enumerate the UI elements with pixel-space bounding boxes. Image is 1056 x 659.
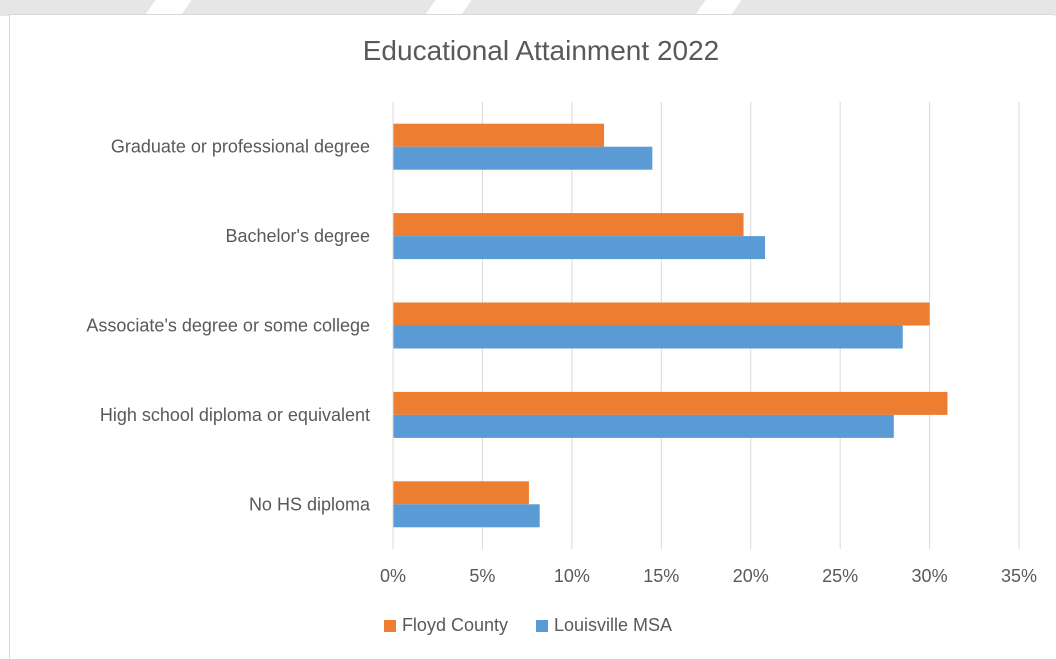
- bar: [393, 414, 894, 438]
- legend: Floyd County Louisville MSA: [0, 615, 1056, 636]
- x-tick-label: 25%: [822, 566, 858, 586]
- x-tick-label: 10%: [554, 566, 590, 586]
- bar: [393, 504, 540, 528]
- bar: [393, 146, 653, 170]
- bar: [393, 481, 529, 505]
- x-tick-label: 0%: [380, 566, 406, 586]
- x-tick-label: 15%: [643, 566, 679, 586]
- category-label: High school diploma or equivalent: [100, 405, 370, 425]
- bar: [393, 302, 930, 326]
- bar: [393, 123, 605, 147]
- bar: [393, 325, 903, 349]
- x-tick-label: 20%: [733, 566, 769, 586]
- legend-item-louisville-msa: Louisville MSA: [536, 615, 672, 636]
- category-label: No HS diploma: [249, 494, 371, 514]
- bar: [393, 391, 948, 415]
- legend-item-floyd-county: Floyd County: [383, 615, 508, 636]
- page-header-band: [0, 0, 1056, 16]
- x-tick-label: 30%: [912, 566, 948, 586]
- category-label: Associate's degree or some college: [86, 316, 370, 336]
- chart-title: Educational Attainment 2022: [362, 35, 720, 66]
- legend-label: Louisville MSA: [554, 615, 673, 635]
- bar: [393, 213, 744, 237]
- category-label: Bachelor's degree: [225, 226, 370, 246]
- x-tick-label: 35%: [1001, 566, 1037, 586]
- bar: [393, 236, 766, 260]
- legend-swatch: [383, 619, 396, 632]
- category-label: Graduate or professional degree: [111, 137, 370, 157]
- legend-label: Floyd County: [401, 615, 508, 635]
- x-tick-label: 5%: [469, 566, 495, 586]
- legend-swatch: [536, 619, 548, 632]
